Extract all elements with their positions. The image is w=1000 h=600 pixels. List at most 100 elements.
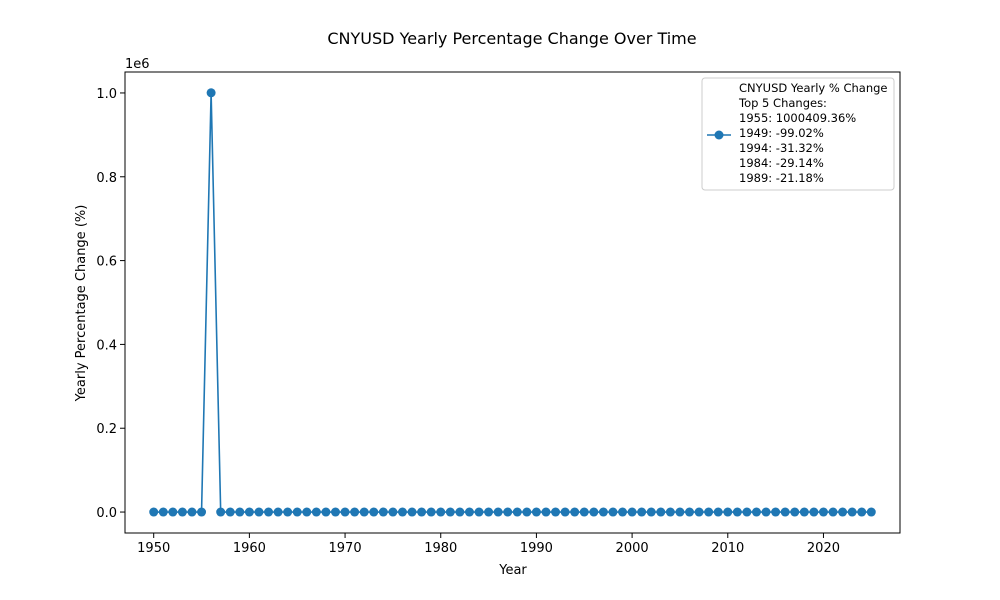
data-point [292,507,302,517]
x-tick-label: 1980 [424,541,457,556]
data-point [445,507,455,517]
data-point [809,507,819,517]
plot-frame [124,71,901,534]
data-point [244,507,254,517]
data-point [828,507,838,517]
data-point [866,507,876,517]
data-point [742,507,752,517]
data-point [618,507,628,517]
data-point [359,507,369,517]
x-axis-label: Year [498,563,527,578]
data-point [799,507,809,517]
data-point [225,507,235,517]
data-point [254,507,264,517]
data-point [847,507,857,517]
data-point [436,507,446,517]
data-point [168,507,178,517]
data-point [388,507,398,517]
legend-entry-line: 1994: -31.32% [739,141,824,155]
data-point [637,507,647,517]
data-point [704,507,714,517]
x-tick-label: 2000 [616,541,649,556]
y-tick-label: 0.6 [96,255,117,270]
data-point [187,507,197,517]
data-point [570,507,580,517]
data-point [283,507,293,517]
x-tick-label: 2020 [807,541,840,556]
data-point [675,507,685,517]
data-point [503,507,513,517]
data-point [311,507,321,517]
y-tick-label: 0.4 [96,338,117,353]
data-point [330,507,340,517]
data-point [426,507,436,517]
data-point [216,507,226,517]
data-point [350,507,360,517]
data-point [560,507,570,517]
chart-title: CNYUSD Yearly Percentage Change Over Tim… [327,29,696,48]
data-point [177,507,187,517]
data-point [589,507,599,517]
data-point [369,507,379,517]
data-point [397,507,407,517]
data-point [340,507,350,517]
x-tick-label: 1990 [520,541,553,556]
series-line [153,91,872,513]
data-point [627,507,637,517]
data-point [685,507,695,517]
data-point [665,507,675,517]
data-point [598,507,608,517]
data-point [857,507,867,517]
x-tick-label: 1950 [137,541,170,556]
y-scale-label: 1e6 [125,57,150,72]
data-point [474,507,484,517]
legend-entry-line: 1949: -99.02% [739,126,824,140]
data-point [818,507,828,517]
legend-marker-sample [714,130,724,140]
legend-entry-line: Top 5 Changes: [738,96,827,110]
data-point [732,507,742,517]
data-point [493,507,503,517]
data-point [464,507,474,517]
data-point [723,507,733,517]
data-point [551,507,561,517]
data-point [149,507,159,517]
data-point [455,507,465,517]
y-tick-label: 0.8 [96,171,117,186]
y-tick-label: 0.2 [96,422,117,437]
series-layer [149,88,876,517]
data-point [780,507,790,517]
data-point [579,507,589,517]
data-point [206,88,216,98]
legend-box [701,77,895,191]
data-point [273,507,283,517]
data-point [484,507,494,517]
y-tick-label: 0.0 [96,506,117,521]
data-point [321,507,331,517]
data-point [694,507,704,517]
data-point [158,507,168,517]
x-tick-label: 1970 [329,541,362,556]
axis-ticks: 1950 1960 1970 1980 1990 2000 2010 2020 0.0 0.2 0.… [96,87,840,556]
data-point [656,507,666,517]
data-point [197,507,207,517]
data-point [302,507,312,517]
data-point [838,507,848,517]
legend-entry-line: 1989: -21.18% [739,171,824,185]
data-point [608,507,618,517]
legend-entry-line: 1955: 1000409.36% [739,111,856,125]
data-point [417,507,427,517]
data-point [512,507,522,517]
data-point [751,507,761,517]
data-point [646,507,656,517]
data-point [407,507,417,517]
data-point [264,507,274,517]
data-point [541,507,551,517]
x-tick-label: 1960 [233,541,266,556]
data-point [378,507,388,517]
data-point [531,507,541,517]
